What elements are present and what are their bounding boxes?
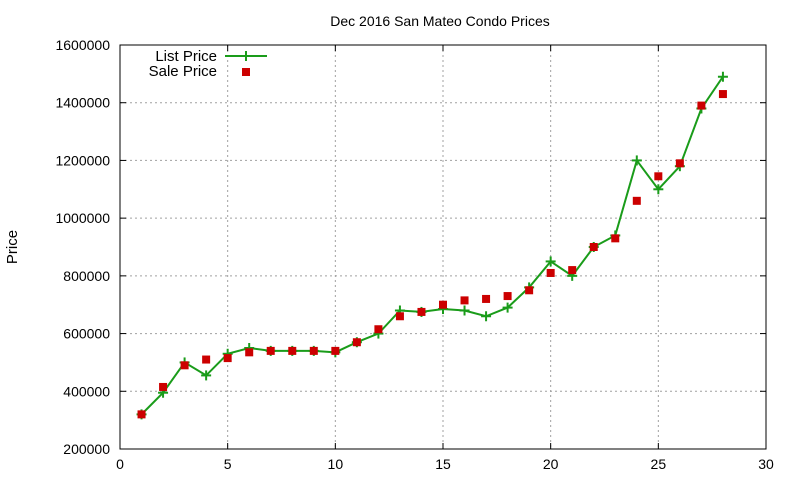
data-point-list-price <box>653 184 664 195</box>
legend-marker-list-price <box>241 51 251 61</box>
data-point-sale-price <box>395 312 404 321</box>
legend-label-list-price: List Price <box>155 48 217 65</box>
data-point-sale-price <box>675 159 684 168</box>
legend-marker-sale-price <box>242 68 250 76</box>
data-point-sale-price <box>525 286 534 295</box>
data-point-sale-price <box>374 325 383 334</box>
legend-label-sale-price: Sale Price <box>149 63 217 80</box>
data-point-sale-price <box>546 268 555 277</box>
x-tick-label: 20 <box>543 456 559 472</box>
y-tick-label: 600000 <box>63 326 110 342</box>
y-tick-label: 200000 <box>63 441 110 457</box>
data-point-sale-price <box>266 346 275 355</box>
data-point-sale-price <box>460 296 469 305</box>
series-line-list-price <box>140 76 724 416</box>
data-point-sale-price <box>439 300 447 309</box>
data-point-list-price <box>717 71 728 82</box>
data-point-sale-price <box>202 355 211 364</box>
data-point-sale-price <box>223 354 232 363</box>
x-tick-label: 30 <box>758 456 774 472</box>
chart-title: Dec 2016 San Mateo Condo Prices <box>330 13 549 29</box>
x-tick-label: 10 <box>328 456 344 472</box>
data-point-sale-price <box>482 294 491 303</box>
axes <box>119 44 767 450</box>
data-point-sale-price <box>589 243 598 251</box>
data-point-list-price <box>201 370 212 381</box>
data-point-list-price <box>545 256 556 267</box>
y-tick-label: 1400000 <box>55 95 110 111</box>
data-series <box>136 71 728 420</box>
y-tick-label: 1600000 <box>55 37 110 53</box>
data-point-sale-price <box>245 348 254 357</box>
data-point-sale-price <box>309 346 318 355</box>
data-point-list-price <box>631 155 642 166</box>
data-point-list-price <box>481 311 492 322</box>
data-point-sale-price <box>632 196 641 205</box>
x-tick-label: 0 <box>116 456 124 472</box>
data-point-sale-price <box>654 172 663 181</box>
grid-lines <box>120 45 766 449</box>
legend: List Price Sale Price <box>149 48 267 80</box>
data-point-sale-price <box>180 361 189 370</box>
series-sale-price <box>137 90 727 419</box>
data-point-sale-price <box>352 338 361 347</box>
data-point-sale-price <box>159 382 168 391</box>
data-point-sale-price <box>568 266 577 275</box>
y-tick-label: 1200000 <box>55 152 110 168</box>
data-point-sale-price <box>331 346 340 355</box>
data-point-sale-price <box>718 90 727 99</box>
data-point-sale-price <box>417 307 426 316</box>
y-tick-label: 1000000 <box>55 210 110 226</box>
y-axis-label: Price <box>4 230 21 264</box>
y-tick-label: 800000 <box>63 268 110 284</box>
data-point-sale-price <box>137 410 146 419</box>
x-tick-label: 25 <box>651 456 667 472</box>
x-tick-label: 5 <box>224 456 232 472</box>
y-tick-label: 400000 <box>63 383 110 399</box>
data-point-list-price <box>459 305 470 316</box>
data-point-sale-price <box>611 234 620 243</box>
data-point-sale-price <box>503 292 512 301</box>
x-tick-label: 15 <box>435 456 451 472</box>
data-point-sale-price <box>697 101 706 110</box>
data-point-sale-price <box>288 346 297 355</box>
tick-labels: 0 5 10 15 20 25 30 200000 400000 600000 800000 1000… <box>55 37 774 472</box>
data-point-list-price <box>502 302 513 313</box>
